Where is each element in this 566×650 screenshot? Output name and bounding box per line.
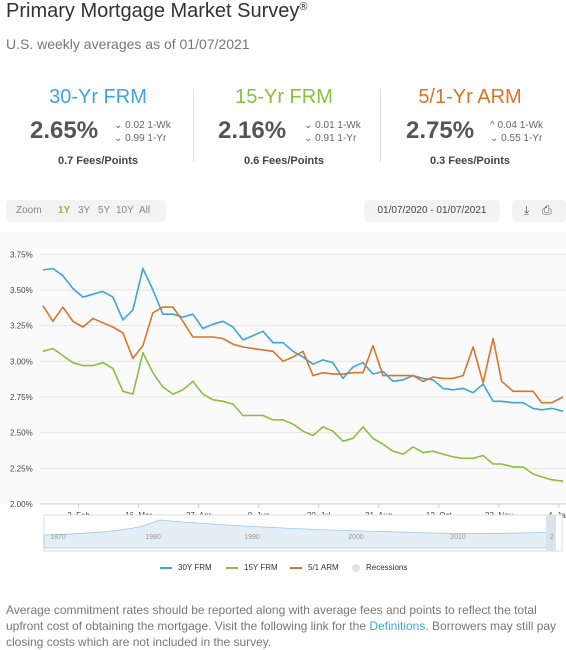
y-tick-label: 2.50% xyxy=(10,429,33,438)
legend-item-arm[interactable]: 5/1 ARM xyxy=(290,563,339,572)
series-15y-frm-line xyxy=(42,347,564,482)
rate-chart: 3.75% 3.50% 3.25% 3.00% 2.75% 2.50% 2.25% 2.00%… xyxy=(0,232,566,552)
legend-item-30y[interactable]: 30Y FRM xyxy=(160,563,212,572)
navigator-year-label: 1990 xyxy=(244,534,260,541)
legend-item-15y[interactable]: 15Y FRM xyxy=(226,563,278,572)
stat-rate: 2.16% xyxy=(218,117,287,144)
navigator-year-label: 1970 xyxy=(50,534,66,541)
page-title: Primary Mortgage Market Survey® xyxy=(6,0,308,22)
navigator-year-label: 1980 xyxy=(145,534,161,541)
divider xyxy=(193,90,194,162)
export-controls: ⤓ ⎙ xyxy=(512,200,566,222)
stat-15yr-frm: 15-Yr FRM 2.16% ⌄ 0.01 1-Wk ⌄ 0.91 1-Yr … xyxy=(190,86,378,167)
footer-note: Average commitment rates should be repor… xyxy=(6,603,557,649)
rate-summary: 30-Yr FRM 2.65% ⌄ 0.02 1-Wk ⌄ 0.99 1-Yr … xyxy=(0,86,566,176)
stat-changes: ⌄ 0.02 1-Wk ⌄ 0.99 1-Yr xyxy=(114,120,171,144)
navigator[interactable]: 1970 1980 1990 2000 2010 2 xyxy=(43,514,563,552)
y-tick-label: 2.25% xyxy=(10,464,33,473)
arrow-down-icon: ⌄ xyxy=(304,133,313,144)
print-icon[interactable]: ⎙ xyxy=(542,203,552,217)
zoom-label: Zoom xyxy=(16,205,42,216)
arrow-down-icon: ⌄ xyxy=(490,133,499,144)
y-tick-label: 3.50% xyxy=(10,286,33,295)
stat-name: 30-Yr FRM xyxy=(49,86,147,108)
zoom-1y-button[interactable]: 1Y xyxy=(58,205,71,216)
stat-30yr-frm: 30-Yr FRM 2.65% ⌄ 0.02 1-Wk ⌄ 0.99 1-Yr … xyxy=(4,86,192,167)
arrow-up-icon: ^ xyxy=(490,120,495,131)
y-tick-label: 3.00% xyxy=(10,357,33,366)
zoom-all-button[interactable]: All xyxy=(139,205,151,216)
navigator-year-label: 2010 xyxy=(450,534,466,541)
stat-changes: ⌄ 0.01 1-Wk ⌄ 0.91 1-Yr xyxy=(304,120,361,144)
stat-rate: 2.75% xyxy=(406,117,475,144)
stat-fees: 0.6 Fees/Points xyxy=(243,155,325,167)
series-30y-frm-line xyxy=(42,267,564,412)
stat-fees: 0.3 Fees/Points xyxy=(429,155,511,167)
navigator-year-label: 2000 xyxy=(348,534,364,541)
stat-name: 5/1-Yr ARM xyxy=(418,86,522,108)
zoom-10y-button[interactable]: 10Y xyxy=(116,205,134,216)
divider xyxy=(380,90,381,162)
date-range-selector[interactable]: 01/07/2020 - 01/07/2021 xyxy=(364,200,500,222)
y-tick-label: 3.75% xyxy=(10,250,33,259)
zoom-5y-button[interactable]: 5Y xyxy=(98,205,111,216)
navigator-year-label: 2 xyxy=(550,534,554,541)
stat-5-1-arm: 5/1-Yr ARM 2.75% ^ 0.04 1-Wk ⌄ 0.55 1-Yr… xyxy=(376,86,564,167)
series-5-1-arm-line xyxy=(42,305,564,404)
download-icon[interactable]: ⤓ xyxy=(524,203,530,217)
arrow-down-icon: ⌄ xyxy=(114,133,123,144)
legend-item-recessions[interactable]: Recessions xyxy=(352,563,407,572)
stat-rate: 2.65% xyxy=(30,117,99,144)
y-tick-label: 3.25% xyxy=(10,322,33,331)
navigator-handle[interactable] xyxy=(546,515,556,551)
stat-fees: 0.7 Fees/Points xyxy=(57,155,139,167)
page-subtitle: U.S. weekly averages as of 01/07/2021 xyxy=(6,36,250,52)
arrow-down-icon: ⌄ xyxy=(114,120,123,131)
definitions-link[interactable]: Definitions xyxy=(369,619,426,633)
y-tick-label: 2.75% xyxy=(10,393,33,402)
plot-background xyxy=(0,232,566,504)
registered-mark: ® xyxy=(299,1,308,13)
y-tick-label: 2.00% xyxy=(10,500,33,509)
stat-name: 15-Yr FRM xyxy=(235,86,333,108)
zoom-3y-button[interactable]: 3Y xyxy=(78,205,91,216)
chart-legend: 30Y FRM 15Y FRM 5/1 ARM Recessions xyxy=(0,563,566,577)
zoom-toolbar: Zoom 1Y 3Y 5Y 10Y All xyxy=(6,200,166,222)
navigator-area xyxy=(43,519,556,549)
arrow-down-icon: ⌄ xyxy=(304,120,313,131)
stat-changes: ^ 0.04 1-Wk ⌄ 0.55 1-Yr xyxy=(490,120,544,144)
